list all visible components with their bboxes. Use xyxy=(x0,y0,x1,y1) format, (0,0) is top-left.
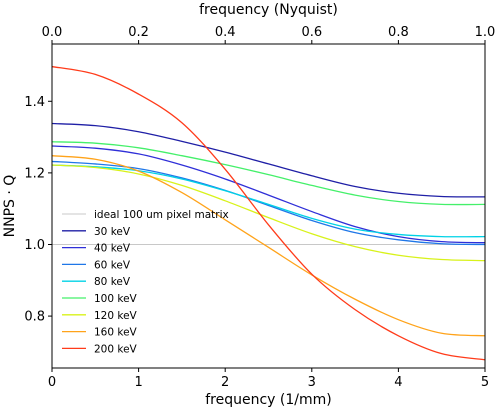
legend: ideal 100 um pixel matrix 30 keV 40 keV 60 … xyxy=(62,209,229,355)
series-line-80-kev xyxy=(51,164,486,238)
x-axis-title: frequency (1/mm) xyxy=(205,392,332,408)
legend-label-60-kev: 60 keV xyxy=(94,259,131,271)
series-line-100-kev xyxy=(51,141,486,206)
top-x-tick-label: 0.6 xyxy=(301,25,322,40)
series-line-160-kev xyxy=(51,155,486,337)
legend-label-160-kev: 160 keV xyxy=(94,327,138,339)
legend-label-120-kev: 120 keV xyxy=(94,310,138,322)
x-tick-label: 3 xyxy=(308,375,316,390)
y-tick-label: 1.0 xyxy=(24,238,45,253)
series-line-200-kev xyxy=(51,65,486,361)
top-x-tick-label: 0.8 xyxy=(388,25,409,40)
y-tick-label: 1.4 xyxy=(24,95,45,110)
legend-label-200-kev: 200 keV xyxy=(94,343,138,355)
top-x-tick-label: 0.2 xyxy=(128,25,149,40)
plot-frame xyxy=(51,43,486,369)
series-line-30-kev xyxy=(51,122,486,198)
legend-label-ideal-100-um-pixel-matrix: ideal 100 um pixel matrix xyxy=(94,209,229,221)
x-tick-label: 1 xyxy=(134,375,142,390)
legend-label-40-kev: 40 keV xyxy=(94,243,131,255)
y-tick-label: 0.8 xyxy=(24,310,45,325)
series-layer xyxy=(51,65,486,361)
legend-label-80-kev: 80 keV xyxy=(94,276,131,288)
series-line-40-kev xyxy=(51,145,486,244)
series-line-120-kev xyxy=(51,164,486,262)
top-x-axis-title: frequency (Nyquist) xyxy=(199,2,338,18)
x-tick-label: 5 xyxy=(481,375,489,390)
top-x-tick-label: 1.0 xyxy=(475,25,496,40)
x-tick-label: 2 xyxy=(221,375,229,390)
top-x-tick-label: 0.4 xyxy=(215,25,236,40)
top-x-tick-label: 0.0 xyxy=(42,25,63,40)
legend-label-30-kev: 30 keV xyxy=(94,226,131,238)
x-tick-label: 4 xyxy=(394,375,402,390)
x-tick-label: 0 xyxy=(48,375,56,390)
ticks-layer: 0 1 2 3 4 5 0.0 0.2 0.4 0.6 0.8 1.0 0.8 1.0 1.2 1.4 xyxy=(24,25,495,390)
legend-label-100-kev: 100 keV xyxy=(94,293,138,305)
y-tick-label: 1.2 xyxy=(24,166,45,181)
y-axis-title: NNPS · Q xyxy=(2,175,18,238)
